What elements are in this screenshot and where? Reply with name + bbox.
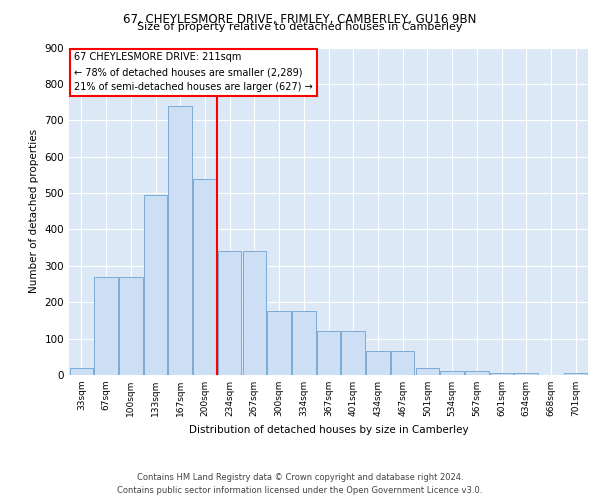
Bar	[94, 277, 118, 375]
Bar	[169, 106, 192, 375]
Bar	[268, 312, 291, 375]
Text: 67 CHEYLESMORE DRIVE: 211sqm
← 78% of detached houses are smaller (2,289)
21% of: 67 CHEYLESMORE DRIVE: 211sqm ← 78% of de…	[74, 52, 313, 92]
Bar	[144, 195, 167, 375]
Text: Size of property relative to detached houses in Camberley: Size of property relative to detached ho…	[137, 22, 463, 32]
Bar	[317, 332, 340, 375]
Bar	[564, 373, 587, 375]
Bar	[416, 368, 439, 375]
Bar	[514, 373, 538, 375]
Bar	[391, 352, 415, 375]
Bar	[193, 178, 217, 375]
Bar	[218, 252, 241, 375]
Bar	[366, 352, 389, 375]
Bar	[465, 372, 488, 375]
Bar	[242, 252, 266, 375]
Y-axis label: Number of detached properties: Number of detached properties	[29, 129, 39, 294]
Bar	[119, 277, 143, 375]
Bar	[292, 312, 316, 375]
Bar	[70, 368, 93, 375]
Text: 67, CHEYLESMORE DRIVE, FRIMLEY, CAMBERLEY, GU16 9BN: 67, CHEYLESMORE DRIVE, FRIMLEY, CAMBERLE…	[124, 12, 476, 26]
Bar	[440, 372, 464, 375]
Text: Contains HM Land Registry data © Crown copyright and database right 2024.
Contai: Contains HM Land Registry data © Crown c…	[118, 474, 482, 495]
X-axis label: Distribution of detached houses by size in Camberley: Distribution of detached houses by size …	[188, 424, 469, 434]
Bar	[490, 373, 513, 375]
Bar	[341, 332, 365, 375]
